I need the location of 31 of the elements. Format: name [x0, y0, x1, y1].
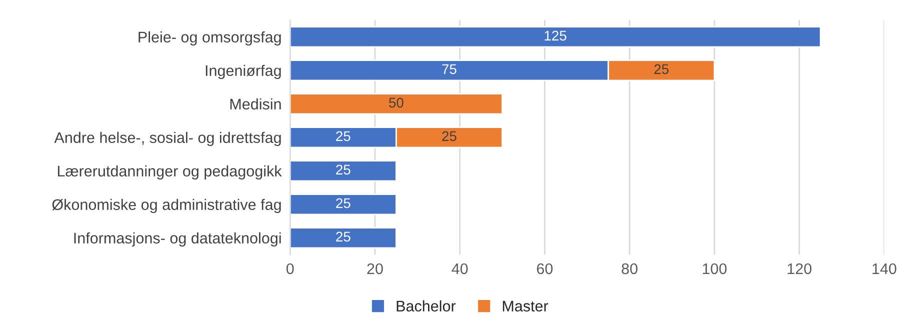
- x-tick-label: 0: [286, 263, 294, 274]
- data-label: 25: [336, 164, 350, 175]
- y-tick-label: Informasjons- og datateknologi: [74, 232, 281, 247]
- x-tick-label: 140: [872, 263, 896, 274]
- y-tick-label: Økonomiske og administrative fag: [52, 198, 281, 214]
- y-tick-label: Andre helse-, sosial- og idrettsfag: [54, 132, 281, 146]
- data-label: 75: [442, 64, 456, 74]
- data-label: 25: [336, 131, 350, 142]
- x-tick-label: 40: [452, 263, 468, 274]
- y-tick-label: Ingeniørfag: [206, 64, 281, 80]
- x-tick-label: 120: [788, 263, 812, 274]
- y-tick-label: Medisin: [230, 98, 281, 110]
- data-label: 50: [389, 98, 404, 108]
- bar: [290, 26, 822, 48]
- x-tick-label: 80: [622, 263, 638, 274]
- data-label: 25: [654, 64, 669, 74]
- x-tick-label: 60: [536, 263, 553, 274]
- data-label: 25: [442, 131, 456, 142]
- data-label: 25: [336, 232, 350, 242]
- bar: [290, 194, 397, 216]
- data-label: 25: [336, 198, 350, 208]
- y-tick-label: Pleie- og omsorgsfag: [138, 31, 281, 46]
- legend-label: Bachelor: [396, 300, 456, 312]
- legend-label: Master: [502, 300, 548, 312]
- bar: [290, 93, 503, 115]
- x-tick-label: 20: [367, 263, 383, 274]
- data-label: 125: [544, 30, 566, 41]
- bar: [290, 227, 397, 249]
- y-tick-label: Lærerutdanninger og pedagogikk: [58, 165, 282, 180]
- x-tick-label: 100: [702, 263, 727, 274]
- bar: [290, 160, 397, 182]
